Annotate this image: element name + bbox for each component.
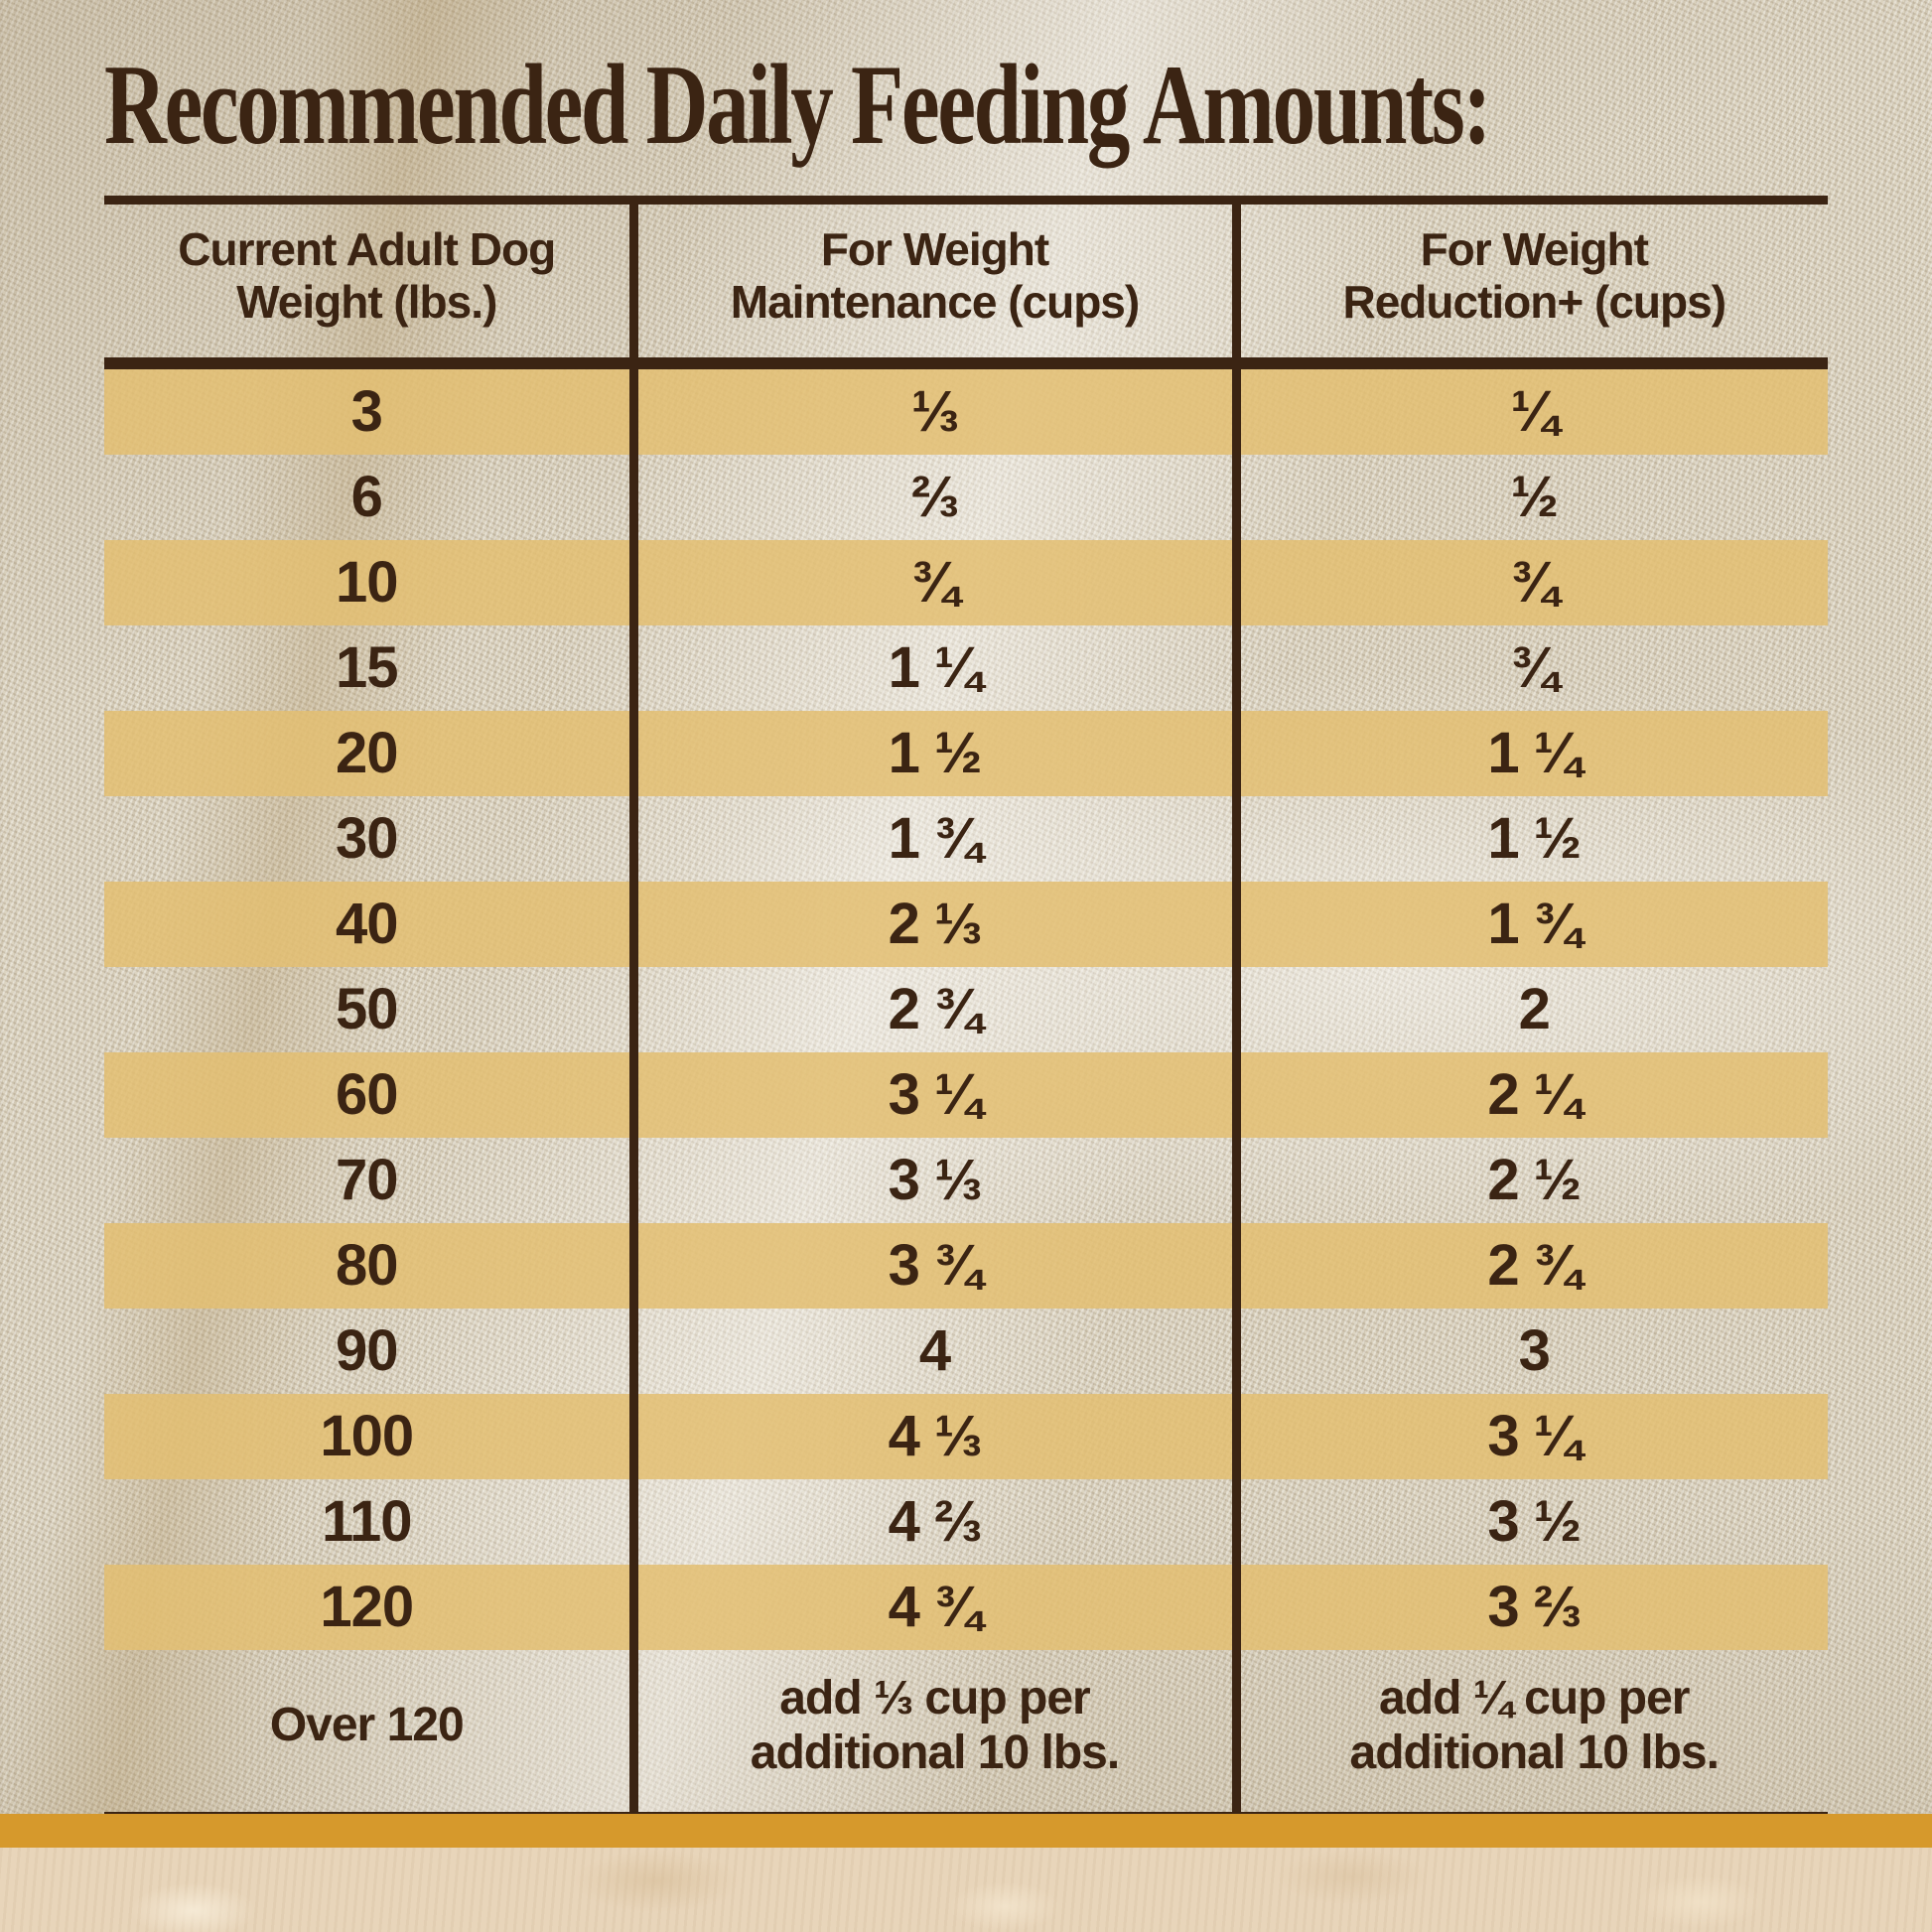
cell-dog-weight: 110 <box>321 1489 413 1554</box>
cell-maintenance-cups: 1 ¾ <box>628 796 1236 882</box>
cell-maintenance-cups: 4 ¾ <box>628 1565 1236 1650</box>
gold-accent-bar <box>0 1814 1932 1848</box>
cell-reduction-cups: 1 ¾ <box>1231 882 1828 967</box>
table-row: 10 ¾ ¾ <box>104 540 1828 625</box>
cell-maintenance-cups: ⅔ <box>628 455 1236 540</box>
cell-maintenance-cups: 3 ¼ <box>628 1052 1236 1138</box>
table-row: 90 4 3 <box>104 1309 1828 1394</box>
cell-maintenance-cups: 4 ⅔ <box>628 1479 1236 1565</box>
cell-reduction-cups: 1 ½ <box>1231 796 1828 882</box>
cell-reduction-cups: 1 ¼ <box>1231 711 1828 796</box>
page-title: Recommended Daily Feeding Amounts: <box>104 42 1491 169</box>
cell-dog-weight: 90 <box>335 1318 399 1383</box>
cell-reduction-cups: ¾ <box>1231 625 1828 711</box>
cell-dog-weight: 10 <box>335 550 399 615</box>
cell-dog-weight: 40 <box>335 892 399 956</box>
col-header-dog-weight: Current Adult Dog Weight (lbs.) <box>104 200 633 369</box>
cell-maintenance-cups: 4 <box>628 1309 1236 1394</box>
cell-maintenance-cups: 2 ¾ <box>628 967 1236 1052</box>
cell-reduction-cups: 2 ½ <box>1231 1138 1828 1223</box>
header-row: Current Adult Dog Weight (lbs.) For Weig… <box>104 200 1828 369</box>
stone-footer-texture <box>0 1848 1932 1932</box>
cell-dog-weight: 15 <box>335 635 399 700</box>
cell-reduction-cups: 3 ½ <box>1231 1479 1828 1565</box>
cell-reduction-cups: 2 ¼ <box>1231 1052 1828 1138</box>
cell-reduction-cups: ¼ <box>1231 363 1828 455</box>
cell-dog-weight: Over 120 <box>269 1699 465 1752</box>
cell-reduction-cups: 3 ⅔ <box>1231 1565 1828 1650</box>
col-header-maintenance: For Weight Maintenance (cups) <box>628 200 1236 369</box>
cell-reduction-cups: add ¼ cup per additional 10 lbs. <box>1231 1650 1828 1817</box>
cell-maintenance-cups: 2 ⅓ <box>628 882 1236 967</box>
cell-dog-weight: 70 <box>335 1148 399 1212</box>
cell-dog-weight: 20 <box>335 721 399 785</box>
cell-dog-weight: 60 <box>335 1062 399 1127</box>
footer-row: Over 120 add ⅓ cup per additional 10 lbs.… <box>104 1650 1828 1817</box>
cell-reduction-cups: 3 ¼ <box>1231 1394 1828 1479</box>
col-header-reduction: For Weight Reduction+ (cups) <box>1231 200 1828 369</box>
cell-reduction-cups: 2 ¾ <box>1231 1223 1828 1309</box>
cell-maintenance-cups: 1 ¼ <box>628 625 1236 711</box>
cell-reduction-cups: 3 <box>1231 1309 1828 1394</box>
cell-reduction-cups: ¾ <box>1231 540 1828 625</box>
cell-maintenance-cups: 3 ⅓ <box>628 1138 1236 1223</box>
cell-dog-weight: 6 <box>350 465 383 529</box>
cell-maintenance-cups: add ⅓ cup per additional 10 lbs. <box>628 1650 1236 1817</box>
cell-dog-weight: 80 <box>335 1233 399 1298</box>
feeding-amounts-table: Current Adult Dog Weight (lbs.) For Weig… <box>104 196 1828 1822</box>
cell-maintenance-cups: ⅓ <box>628 363 1236 455</box>
cell-dog-weight: 50 <box>335 977 399 1041</box>
cell-dog-weight: 120 <box>320 1575 414 1639</box>
cell-dog-weight: 100 <box>320 1404 414 1468</box>
cell-dog-weight: 30 <box>335 806 399 871</box>
cell-maintenance-cups: ¾ <box>628 540 1236 625</box>
cell-dog-weight: 3 <box>350 379 383 444</box>
cell-maintenance-cups: 1 ½ <box>628 711 1236 796</box>
cell-maintenance-cups: 4 ⅓ <box>628 1394 1236 1479</box>
cell-maintenance-cups: 3 ¾ <box>628 1223 1236 1309</box>
cell-reduction-cups: 2 <box>1231 967 1828 1052</box>
cell-reduction-cups: ½ <box>1231 455 1828 540</box>
